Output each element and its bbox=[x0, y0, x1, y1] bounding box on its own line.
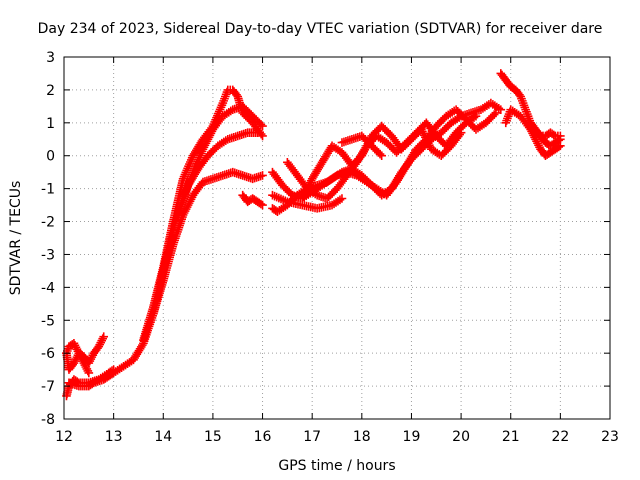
y-tick-label: -4 bbox=[41, 280, 55, 296]
y-tick-label: -5 bbox=[41, 313, 55, 329]
x-tick-label: 16 bbox=[254, 429, 272, 445]
axis-ticks: 12 13 14 15 16 17 18 19 20 21 22 23-8-7-6-5-4-3-2-1… bbox=[41, 50, 619, 445]
y-tick-label: 2 bbox=[46, 83, 55, 99]
series-track-p bbox=[501, 105, 565, 161]
x-tick-label: 18 bbox=[353, 429, 371, 445]
y-tick-label: 0 bbox=[46, 149, 55, 165]
y-tick-label: 3 bbox=[46, 50, 55, 66]
x-tick-label: 19 bbox=[403, 429, 421, 445]
x-tick-label: 21 bbox=[502, 429, 520, 445]
series-track-m bbox=[268, 190, 347, 213]
x-tick-label: 14 bbox=[154, 429, 172, 445]
series-track-f bbox=[149, 102, 267, 318]
series-track-g bbox=[173, 128, 262, 220]
x-tick-label: 20 bbox=[452, 429, 470, 445]
chart-title: Day 234 of 2023, Sidereal Day-to-day VTE… bbox=[38, 21, 603, 37]
y-tick-label: 1 bbox=[46, 116, 55, 132]
series-track-c bbox=[62, 339, 94, 378]
data-marks bbox=[62, 69, 565, 401]
y-tick-label: -6 bbox=[41, 346, 55, 362]
y-tick-label: -3 bbox=[41, 247, 55, 263]
y-tick-label: -1 bbox=[41, 182, 55, 198]
series-track-q bbox=[536, 131, 565, 151]
y-tick-label: -2 bbox=[41, 215, 55, 231]
x-tick-label: 23 bbox=[601, 429, 619, 445]
series-track-n bbox=[337, 131, 386, 161]
y-tick-label: -8 bbox=[41, 412, 55, 428]
x-tick-label: 17 bbox=[303, 429, 321, 445]
y-tick-label: -7 bbox=[41, 379, 55, 395]
x-tick-label: 22 bbox=[551, 429, 569, 445]
x-tick-label: 13 bbox=[105, 429, 123, 445]
y-axis-label: SDTVAR / TECUs bbox=[8, 181, 24, 296]
plot-frame bbox=[63, 56, 611, 420]
x-tick-label: 15 bbox=[204, 429, 222, 445]
x-tick-label: 12 bbox=[55, 429, 73, 445]
series-track-h bbox=[238, 190, 267, 210]
x-axis-label: GPS time / hours bbox=[278, 458, 395, 474]
